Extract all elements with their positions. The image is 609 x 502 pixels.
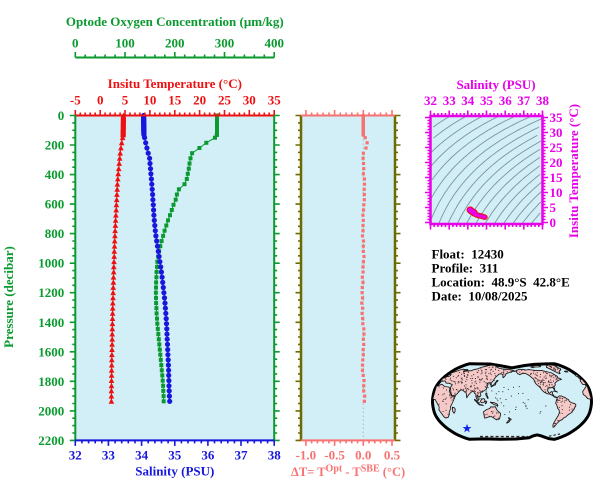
svg-text:35: 35 (480, 93, 494, 108)
svg-text:100: 100 (115, 36, 135, 51)
svg-text:400: 400 (264, 36, 284, 51)
svg-text:5: 5 (550, 200, 557, 215)
svg-text:Optode Oxygen Concentration (μ: Optode Oxygen Concentration (μm/kg) (66, 14, 284, 29)
svg-text:30: 30 (243, 93, 256, 108)
svg-text:Profile: 311: Profile: 311 (432, 261, 499, 276)
svg-text:Date: 10/08/2025: Date: 10/08/2025 (432, 289, 529, 304)
svg-text:15: 15 (168, 93, 182, 108)
svg-text:37: 37 (235, 448, 249, 463)
svg-text:200: 200 (45, 138, 65, 153)
svg-text:32: 32 (424, 93, 437, 108)
svg-text:20: 20 (193, 93, 206, 108)
svg-text:-0.5: -0.5 (324, 448, 345, 463)
svg-text:Float: 12430: Float: 12430 (432, 247, 504, 262)
svg-text:1600: 1600 (38, 344, 64, 359)
svg-text:33: 33 (102, 448, 116, 463)
svg-text:35: 35 (268, 93, 282, 108)
svg-text:36: 36 (201, 448, 215, 463)
svg-text:300: 300 (215, 36, 235, 51)
svg-text:34: 34 (461, 93, 475, 108)
svg-text:ΔT= TOpt - TSBE (°C): ΔT= TOpt - TSBE (°C) (291, 464, 405, 480)
svg-text:Location: 48.9°S 42.8°E: Location: 48.9°S 42.8°E (432, 275, 570, 290)
svg-text:32: 32 (69, 448, 82, 463)
svg-text:36: 36 (499, 93, 513, 108)
svg-text:30: 30 (550, 125, 563, 140)
svg-text:34: 34 (135, 448, 149, 463)
svg-text:800: 800 (45, 226, 65, 241)
svg-text:Insitu Temperature (°C): Insitu Temperature (°C) (566, 104, 581, 238)
svg-text:0: 0 (72, 36, 79, 51)
svg-text:15: 15 (550, 170, 564, 185)
svg-text:-1.0: -1.0 (296, 448, 317, 463)
svg-text:25: 25 (218, 93, 232, 108)
svg-text:Salinity (PSU): Salinity (PSU) (135, 464, 214, 479)
svg-text:37: 37 (517, 93, 531, 108)
svg-text:38: 38 (536, 93, 550, 108)
svg-text:0: 0 (97, 93, 104, 108)
svg-text:Salinity (PSU): Salinity (PSU) (456, 77, 535, 92)
svg-text:38: 38 (268, 448, 282, 463)
svg-text:-5: -5 (70, 93, 81, 108)
svg-text:1000: 1000 (38, 256, 64, 271)
svg-text:400: 400 (45, 167, 65, 182)
svg-text:1400: 1400 (38, 315, 64, 330)
svg-text:20: 20 (550, 155, 563, 170)
svg-text:10: 10 (550, 185, 563, 200)
svg-text:35: 35 (168, 448, 182, 463)
svg-text:200: 200 (165, 36, 185, 51)
svg-text:35: 35 (550, 110, 564, 125)
svg-text:10: 10 (143, 93, 156, 108)
svg-text:2200: 2200 (38, 433, 64, 448)
svg-text:0: 0 (58, 108, 65, 123)
svg-text:Insitu Temperature (°C): Insitu Temperature (°C) (108, 76, 242, 91)
svg-text:1200: 1200 (38, 285, 64, 300)
svg-text:0.0: 0.0 (355, 448, 371, 463)
svg-text:2000: 2000 (38, 403, 64, 418)
svg-text:33: 33 (443, 93, 457, 108)
svg-text:600: 600 (45, 197, 65, 212)
svg-text:0: 0 (550, 215, 557, 230)
svg-text:Pressure (decibar): Pressure (decibar) (1, 246, 16, 348)
svg-text:1800: 1800 (38, 374, 64, 389)
svg-text:5: 5 (122, 93, 129, 108)
svg-text:25: 25 (550, 140, 564, 155)
svg-text:0.5: 0.5 (384, 448, 401, 463)
